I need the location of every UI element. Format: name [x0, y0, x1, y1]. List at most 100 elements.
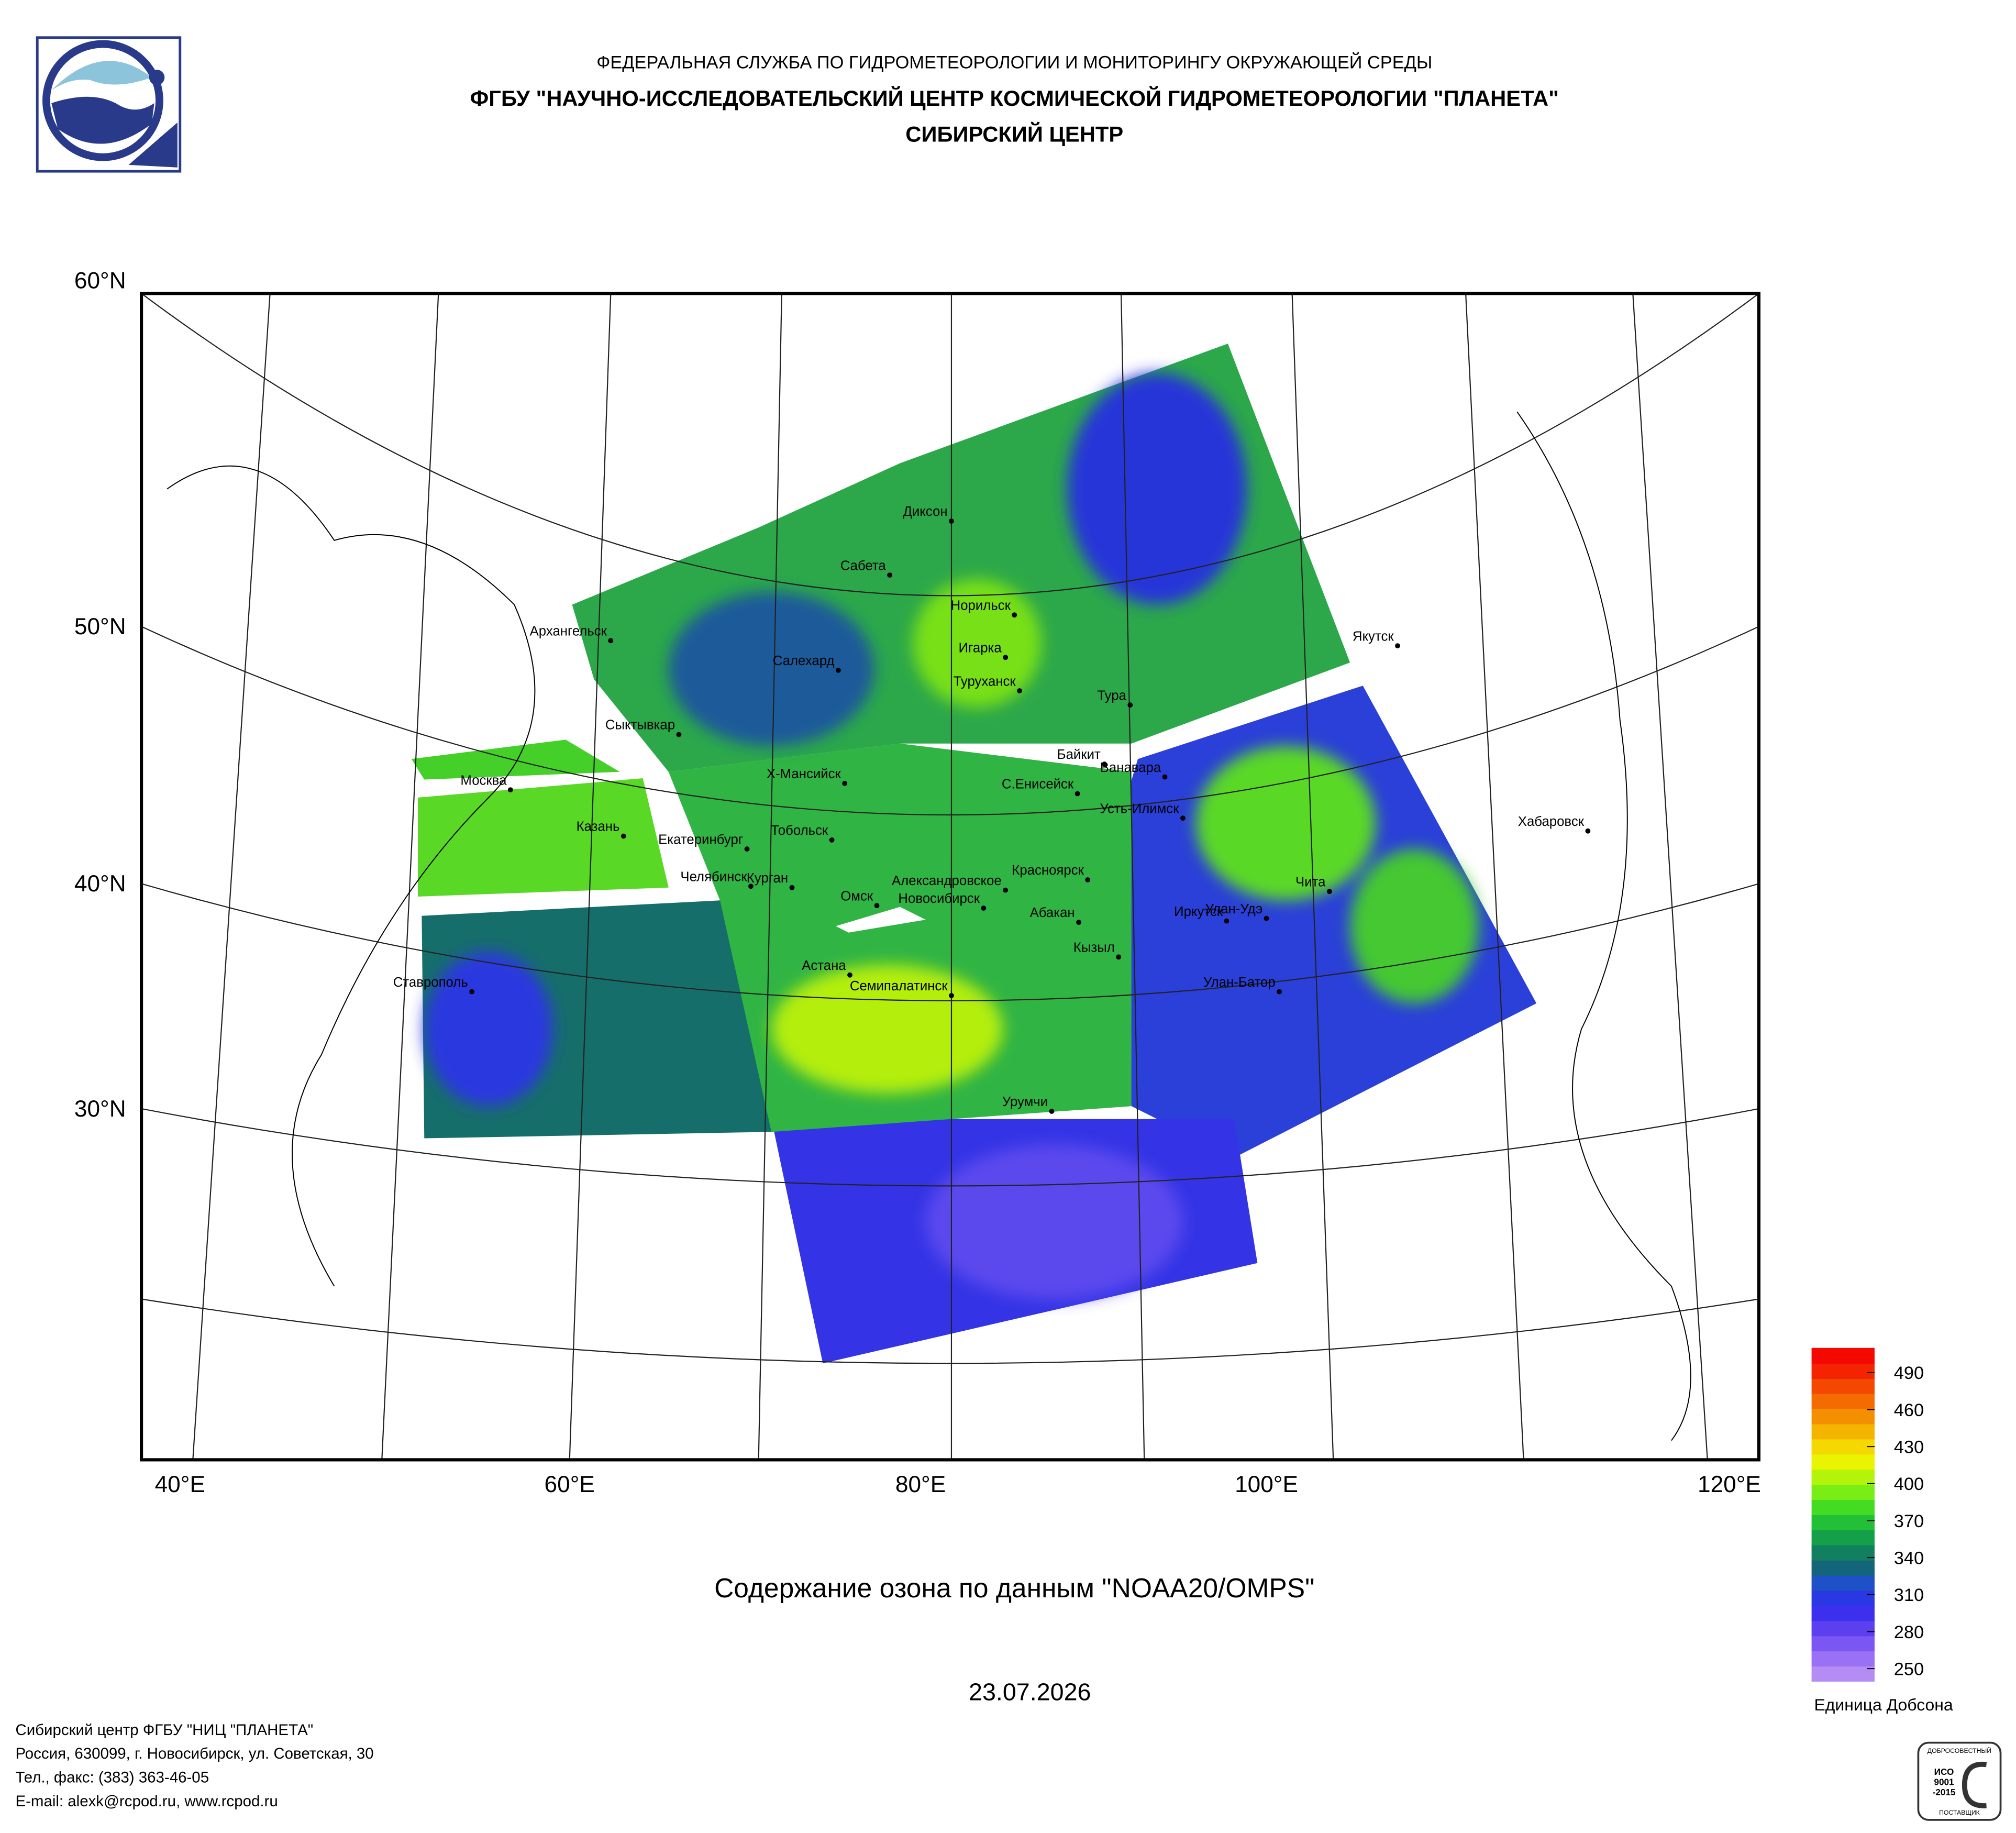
colorbar-band: [1811, 1620, 1875, 1637]
city-label: Сыктывкар: [605, 718, 675, 733]
city-dot: [1017, 688, 1023, 693]
colorbar-unit: Единица Добсона: [1814, 1695, 1953, 1714]
badge-bottom: ПОСТАВЩИК: [1939, 1809, 1980, 1816]
badge-top: ДОБРОСОВЕСТНЫЙ: [1928, 1747, 1991, 1754]
colorbar-tick-label: 460: [1894, 1400, 1924, 1420]
colorbar-band: [1811, 1423, 1875, 1440]
city-dot: [608, 638, 614, 644]
city-label: Байкит: [1057, 747, 1101, 762]
footer-line: Тел., факс: (383) 363-46-05: [15, 1769, 209, 1786]
colorbar-band: [1811, 1650, 1875, 1667]
city-label: Казань: [577, 820, 620, 834]
lat-label: 40°N: [74, 871, 126, 897]
city-label: Тура: [1097, 688, 1126, 703]
city-dot: [1180, 815, 1186, 821]
quality-badge: ДОБРОСОВЕСТНЫЙ ИСО 9001 -2015 ПОСТАВЩИК: [1917, 1741, 2002, 1821]
colorbar-band: [1811, 1575, 1875, 1591]
lon-label: 40°E: [155, 1472, 205, 1497]
lon-label: 80°E: [895, 1472, 946, 1497]
city-dot: [1326, 889, 1332, 895]
colorbar-tick-label: 490: [1894, 1363, 1924, 1383]
colorbar-band: [1811, 1439, 1875, 1455]
city-dot: [789, 885, 795, 890]
colorbar-band: [1811, 1408, 1875, 1425]
city-label: Омск: [840, 889, 873, 903]
ozone-field: [141, 293, 1759, 1460]
city-dot: [981, 906, 987, 911]
city-dot: [1162, 774, 1168, 780]
city-dot: [842, 780, 848, 786]
agency: ФЕДЕРАЛЬНАЯ СЛУЖБА ПО ГИДРОМЕТЕОРОЛОГИИ …: [596, 52, 1432, 73]
city-label: Тобольск: [771, 823, 828, 838]
city-dot: [1277, 989, 1282, 995]
city-dot: [1395, 643, 1400, 649]
lon-label: 120°E: [1698, 1472, 1761, 1497]
city-dot: [835, 667, 841, 673]
city-label: Новосибирск: [898, 891, 980, 906]
city-dot: [887, 572, 893, 578]
city-dot: [829, 837, 835, 843]
colorbar-tick-label: 370: [1894, 1511, 1924, 1531]
city-label: Семипалатинск: [850, 979, 948, 993]
city-label: Сабета: [840, 558, 887, 573]
lon-label: 60°E: [545, 1472, 595, 1497]
city-label: Кызыл: [1073, 941, 1115, 955]
city-dot: [1049, 1109, 1055, 1114]
footer-line: E-mail: alexk@rcpod.ru, www.rcpod.ru: [15, 1793, 278, 1810]
colorbar-tick-label: 280: [1894, 1622, 1924, 1642]
lat-label: 50°N: [74, 614, 126, 639]
colorbar-band: [1811, 1560, 1875, 1576]
city-dot: [1127, 702, 1133, 708]
colorbar-band: [1811, 1635, 1875, 1652]
badge-standard: ИСО: [1934, 1766, 1954, 1777]
city-label: Урумчи: [1002, 1095, 1048, 1109]
colorbar-band: [1811, 1529, 1875, 1545]
logo: [36, 36, 182, 173]
center: СИБИРСКИЙ ЦЕНТР: [905, 122, 1123, 147]
city-label: Х-Мансийск: [767, 767, 841, 781]
colorbar-band: [1811, 1469, 1875, 1485]
footer-line: Сибирский центр ФГБУ "НИЦ "ПЛАНЕТА": [15, 1721, 313, 1739]
colorbar-band: [1811, 1514, 1875, 1530]
city-label: Улан-Батор: [1203, 975, 1276, 990]
city-dot: [1224, 918, 1229, 924]
city-dot: [949, 993, 954, 998]
lat-label: 30°N: [74, 1096, 126, 1122]
colorbar-band: [1811, 1605, 1875, 1621]
city-label: С.Енисейск: [1002, 777, 1074, 792]
badge-number: 9001: [1934, 1777, 1954, 1787]
city-dot: [949, 518, 954, 524]
city-label: Усть-Илимск: [1100, 801, 1179, 816]
institute: ФГБУ "НАУЧНО-ИССЛЕДОВАТЕЛЬСКИЙ ЦЕНТР КОС…: [470, 85, 1559, 111]
city-label: Салехард: [773, 654, 835, 668]
city-dot: [676, 732, 682, 737]
city-dot: [1076, 920, 1081, 925]
colorbar-band: [1811, 1665, 1875, 1682]
city-dot: [507, 787, 513, 793]
city-dot: [874, 903, 880, 909]
colorbar-band: [1811, 1454, 1875, 1470]
map-title: Содержание озона по данным "NOAA20/OMPS": [714, 1573, 1314, 1603]
city-dot: [1003, 655, 1008, 660]
city-label: Хабаровск: [1518, 814, 1585, 829]
city-label: Александровское: [892, 874, 1002, 888]
city-dot: [1075, 791, 1080, 797]
colorbar-band: [1811, 1499, 1875, 1515]
colorbar-band: [1811, 1378, 1875, 1394]
city-label: Красноярск: [1012, 863, 1084, 878]
colorbar-tick-label: 340: [1894, 1548, 1924, 1568]
colorbar-band: [1811, 1544, 1875, 1561]
colorbar-tick-label: 400: [1894, 1474, 1924, 1494]
map-date: 23.07.2026: [969, 1679, 1091, 1706]
colorbar-tick-label: 430: [1894, 1437, 1924, 1457]
colorbar-band: [1811, 1393, 1875, 1409]
colorbar-tick-label: 310: [1894, 1585, 1924, 1605]
city-label: Челябинск: [680, 869, 747, 884]
city-label: Чита: [1295, 875, 1326, 889]
city-dot: [1264, 915, 1269, 921]
lat-label: 60°N: [74, 268, 126, 294]
city-label: Диксон: [903, 504, 947, 519]
city-label: Улан-Удэ: [1205, 902, 1263, 916]
city-label: Якутск: [1353, 629, 1394, 644]
city-label: Ставрополь: [393, 975, 468, 990]
